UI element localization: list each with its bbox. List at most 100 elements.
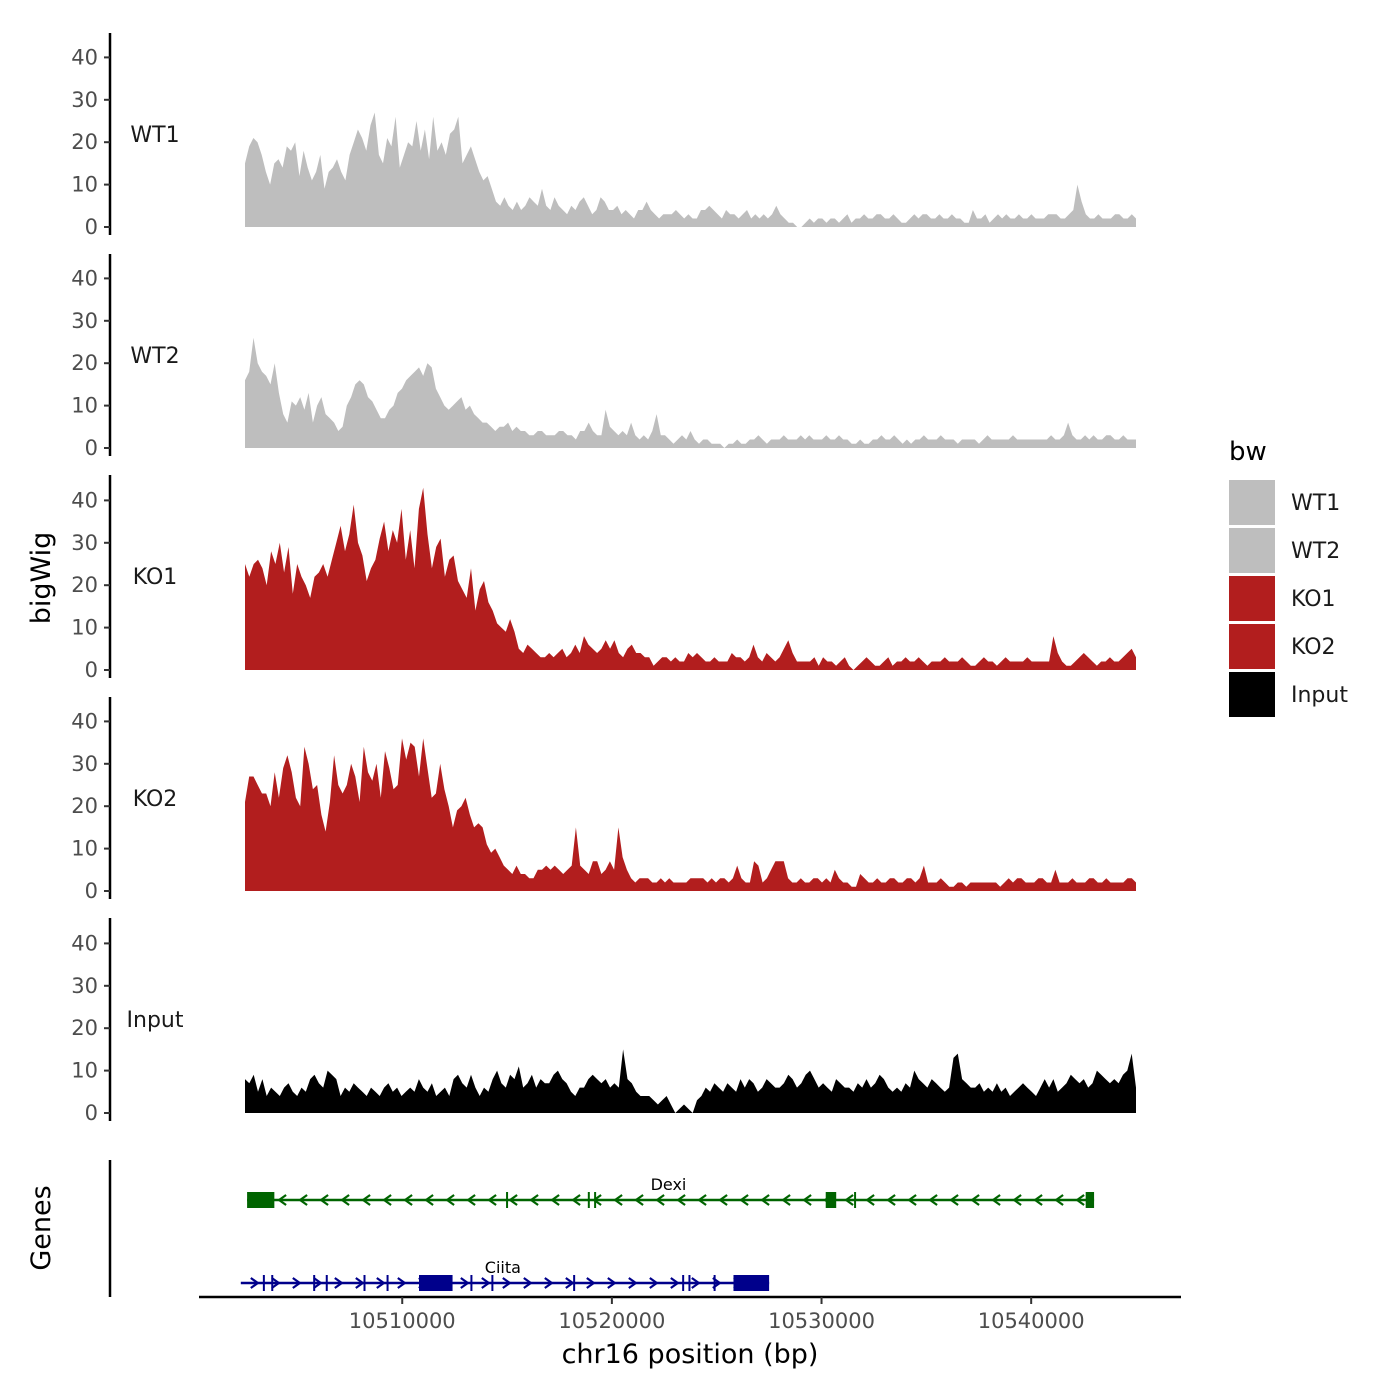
y-tick-label: 40 bbox=[71, 266, 98, 290]
gene-track: Dexi Ciita bbox=[108, 1160, 1095, 1297]
strand-arrow bbox=[382, 1194, 392, 1206]
strand-arrow bbox=[313, 1277, 323, 1289]
strand-arrow bbox=[1075, 1194, 1085, 1206]
strand-arrow bbox=[970, 1194, 980, 1206]
strand-arrow bbox=[550, 1194, 560, 1206]
x-tick-label: 10510000 bbox=[349, 1309, 456, 1333]
strand-arrow bbox=[928, 1194, 938, 1206]
legend-title: bw bbox=[1229, 437, 1267, 467]
y-tick-label: 30 bbox=[71, 88, 98, 112]
legend-label-wt1: WT1 bbox=[1291, 491, 1340, 516]
strand-arrow bbox=[481, 1277, 491, 1289]
strand-arrow bbox=[949, 1194, 959, 1206]
gene-label-ciita: Ciita bbox=[485, 1258, 521, 1277]
y-tick-label: 10 bbox=[71, 616, 98, 640]
track-wt2: 0 10 20 30 40 WT2 bbox=[71, 254, 1136, 460]
y-tick-label: 40 bbox=[71, 488, 98, 512]
strand-arrow bbox=[529, 1194, 539, 1206]
strand-arrow bbox=[355, 1277, 365, 1289]
track-label-wt2: WT2 bbox=[130, 344, 179, 369]
y-axis-title: bigWig bbox=[26, 532, 57, 625]
y-tick-label: 10 bbox=[71, 837, 98, 861]
coverage-tracks: 0 10 20 30 40 WT1 0 10 20 30 40 WT2 0 10 20 30 40 KO1 0 10 2… bbox=[71, 33, 1136, 1125]
x-tick-label: 10520000 bbox=[558, 1309, 665, 1333]
strand-arrow bbox=[319, 1194, 329, 1206]
strand-arrow bbox=[250, 1277, 260, 1289]
strand-arrow bbox=[460, 1277, 470, 1289]
y-tick-label: 40 bbox=[71, 931, 98, 955]
legend-label-ko2: KO2 bbox=[1291, 635, 1336, 660]
y-tick-label: 10 bbox=[71, 1059, 98, 1083]
strand-arrow bbox=[865, 1194, 875, 1206]
strand-arrow bbox=[844, 1194, 854, 1206]
y-tick-label: 30 bbox=[71, 531, 98, 555]
strand-arrow bbox=[277, 1194, 287, 1206]
x-axis-title: chr16 position (bp) bbox=[562, 1339, 819, 1370]
y-tick-label: 20 bbox=[71, 573, 98, 597]
legend-swatch-wt2 bbox=[1229, 528, 1275, 573]
y-tick-label: 0 bbox=[85, 215, 98, 239]
y-tick-label: 0 bbox=[85, 1101, 98, 1125]
area-input bbox=[245, 1049, 1136, 1113]
legend-swatch-ko1 bbox=[1229, 576, 1275, 621]
genes-axis-title: Genes bbox=[26, 1185, 57, 1270]
strand-arrow bbox=[991, 1194, 1001, 1206]
track-label-wt1: WT1 bbox=[130, 123, 179, 148]
y-tick-label: 30 bbox=[71, 752, 98, 776]
strand-arrow bbox=[781, 1194, 791, 1206]
strand-arrow bbox=[907, 1194, 917, 1206]
strand-arrow bbox=[1054, 1194, 1064, 1206]
strand-arrow bbox=[586, 1277, 596, 1289]
strand-arrow bbox=[613, 1194, 623, 1206]
exon-block bbox=[247, 1192, 275, 1208]
track-wt1: 0 10 20 30 40 WT1 bbox=[71, 33, 1136, 239]
strand-arrow bbox=[565, 1277, 575, 1289]
track-ko1: 0 10 20 30 40 KO1 bbox=[71, 475, 1136, 682]
strand-arrow bbox=[397, 1277, 407, 1289]
exon-block bbox=[419, 1275, 453, 1291]
strand-arrow bbox=[403, 1194, 413, 1206]
strand-arrow bbox=[523, 1277, 533, 1289]
area-ko2 bbox=[245, 738, 1136, 891]
strand-arrow bbox=[544, 1277, 554, 1289]
y-tick-label: 10 bbox=[71, 173, 98, 197]
track-input: 0 10 20 30 40 Input bbox=[71, 918, 1136, 1125]
y-tick-label: 20 bbox=[71, 794, 98, 818]
strand-arrow bbox=[634, 1194, 644, 1206]
strand-arrow bbox=[1012, 1194, 1022, 1206]
strand-arrow bbox=[655, 1194, 665, 1206]
strand-arrow bbox=[376, 1277, 386, 1289]
y-tick-label: 10 bbox=[71, 394, 98, 418]
x-tick-label: 10540000 bbox=[978, 1309, 1085, 1333]
strand-arrow bbox=[334, 1277, 344, 1289]
legend: bw WT1 WT2 KO1 KO2 Input bbox=[1229, 437, 1348, 717]
strand-arrow bbox=[718, 1194, 728, 1206]
strand-arrow bbox=[649, 1277, 659, 1289]
area-wt1 bbox=[245, 112, 1136, 227]
y-tick-label: 20 bbox=[71, 1016, 98, 1040]
strand-arrow bbox=[1033, 1194, 1043, 1206]
strand-arrow bbox=[271, 1277, 281, 1289]
track-label-ko1: KO1 bbox=[133, 565, 178, 590]
y-tick-label: 0 bbox=[85, 879, 98, 903]
x-axis: 10510000 10520000 10530000 10540000 bbox=[199, 1295, 1181, 1333]
strand-arrow bbox=[508, 1194, 518, 1206]
strand-arrow bbox=[628, 1277, 638, 1289]
exon-block bbox=[1085, 1192, 1095, 1208]
strand-arrow bbox=[361, 1194, 371, 1206]
exon-block bbox=[733, 1275, 770, 1291]
track-label-input: Input bbox=[127, 1008, 184, 1033]
strand-arrow bbox=[466, 1194, 476, 1206]
strand-arrow bbox=[292, 1277, 302, 1289]
strand-arrow bbox=[739, 1194, 749, 1206]
x-tick-label: 10530000 bbox=[768, 1309, 875, 1333]
gene-label-dexi: Dexi bbox=[651, 1175, 687, 1194]
area-wt2 bbox=[245, 337, 1136, 448]
track-ko2: 0 10 20 30 40 KO2 bbox=[71, 697, 1136, 903]
strand-arrow bbox=[760, 1194, 770, 1206]
y-tick-label: 30 bbox=[71, 309, 98, 333]
strand-arrow bbox=[691, 1277, 701, 1289]
y-tick-label: 20 bbox=[71, 351, 98, 375]
legend-label-input: Input bbox=[1291, 683, 1348, 708]
